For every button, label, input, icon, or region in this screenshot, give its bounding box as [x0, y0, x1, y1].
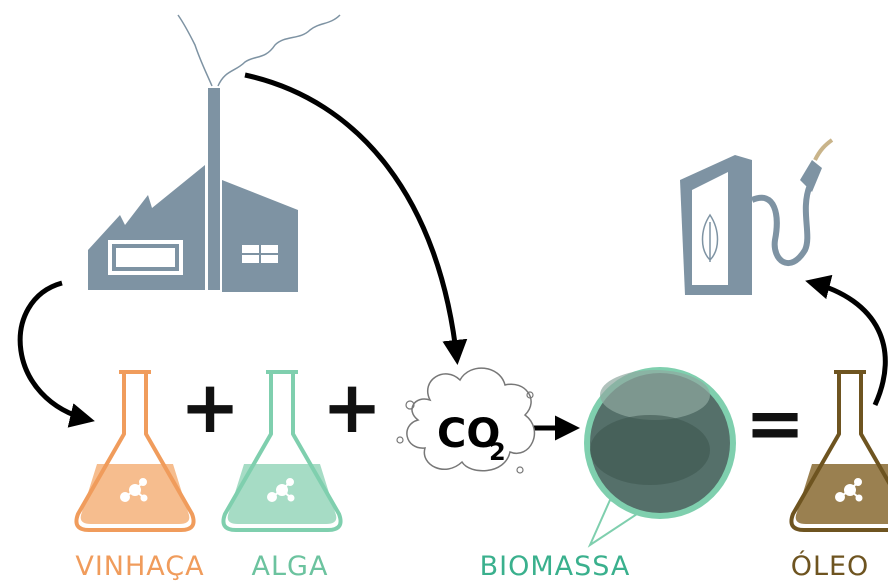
biomass [584, 367, 736, 545]
flask-oleo [791, 372, 888, 530]
operator: + [322, 365, 382, 449]
smoke [178, 15, 340, 86]
operator: + [180, 365, 240, 449]
diagram: CO 2 + + = VINHAÇA ALGA BIOMASSA ÓLEO [0, 0, 888, 582]
operator: = [745, 381, 805, 465]
co2-subscript: 2 [489, 438, 506, 466]
label: VINHAÇA [75, 551, 204, 582]
label: BIOMASSA [480, 551, 631, 582]
label: ALGA [252, 551, 329, 582]
fuel-pump [680, 140, 832, 295]
label: ÓLEO [791, 550, 870, 582]
factory [88, 88, 298, 292]
flask-vinhaca [76, 372, 193, 530]
